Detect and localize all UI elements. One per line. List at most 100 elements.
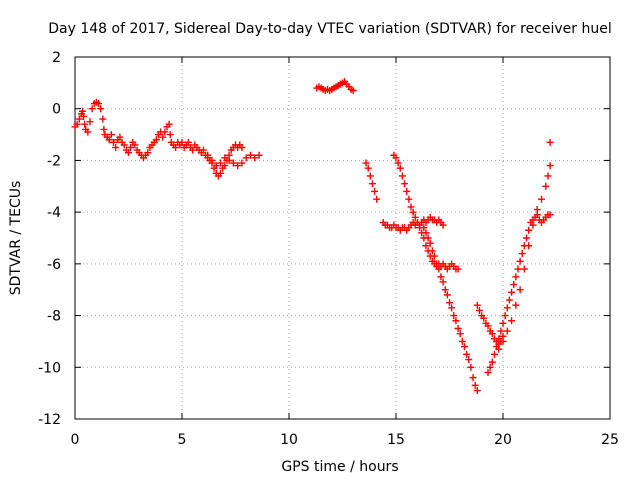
data-point [362, 159, 370, 167]
data-point [172, 144, 180, 151]
data-point [152, 136, 160, 144]
data-point [184, 138, 192, 146]
data-point [456, 330, 464, 338]
y-axis-label: SDTVAR / TECUs [8, 181, 24, 296]
data-point [495, 345, 503, 353]
y-tick-label: -6 [47, 257, 61, 273]
data-point [465, 356, 473, 364]
data-point [523, 234, 531, 242]
data-point [512, 301, 520, 309]
data-points [71, 78, 554, 395]
y-tick-label: -10 [38, 360, 61, 376]
data-point [499, 337, 507, 345]
data-point [428, 247, 436, 255]
data-point [217, 159, 225, 167]
data-point [454, 265, 462, 273]
data-point [446, 299, 453, 307]
data-point [503, 304, 511, 312]
x-tick-label: 15 [387, 432, 405, 448]
data-point [246, 151, 254, 159]
data-point [439, 278, 447, 286]
data-point [84, 128, 92, 136]
data-point [452, 317, 460, 325]
y-tick-label: 0 [52, 102, 61, 118]
data-point [512, 273, 520, 281]
data-point [469, 374, 477, 382]
y-tick-label: -4 [47, 205, 61, 221]
data-point [120, 141, 128, 149]
data-point [422, 242, 430, 250]
data-point [373, 195, 381, 203]
x-tick-label: 20 [494, 432, 512, 448]
data-point [508, 288, 516, 296]
data-point [208, 156, 216, 164]
data-point [411, 213, 419, 221]
data-point [349, 87, 357, 95]
data-point [486, 363, 494, 371]
data-point [165, 120, 173, 128]
data-point [546, 138, 554, 146]
data-point [100, 125, 108, 133]
data-point [424, 234, 432, 242]
x-tick-label: 0 [71, 432, 80, 448]
data-point [431, 252, 439, 260]
data-point [546, 211, 554, 219]
data-point [409, 208, 417, 216]
data-point [484, 322, 492, 330]
data-point [516, 286, 524, 294]
data-point [159, 133, 167, 141]
data-point [497, 327, 505, 335]
data-point [439, 221, 447, 229]
data-point [420, 224, 428, 232]
data-point [460, 343, 468, 351]
data-point [510, 281, 518, 289]
x-tick-label: 10 [280, 432, 298, 448]
data-point [189, 146, 197, 154]
data-point [441, 286, 449, 294]
data-point [204, 151, 212, 159]
data-point [505, 296, 513, 304]
data-point [86, 118, 94, 126]
data-point [229, 159, 237, 167]
data-point [426, 239, 434, 247]
data-point [403, 187, 411, 195]
data-point [546, 162, 554, 170]
data-point [516, 257, 524, 265]
data-point [508, 317, 516, 325]
data-point [471, 381, 479, 389]
data-point [443, 291, 451, 299]
data-point [95, 100, 103, 108]
data-point [251, 154, 259, 162]
data-point [396, 164, 404, 172]
data-point [73, 120, 81, 128]
y-tick-label: -8 [47, 309, 61, 325]
y-tick-label: -2 [47, 153, 61, 169]
data-point [454, 325, 462, 332]
data-point [199, 146, 207, 154]
data-point [366, 172, 374, 180]
data-point [488, 330, 496, 338]
data-point [520, 265, 528, 273]
data-point [529, 221, 537, 229]
data-point [392, 154, 400, 162]
data-point [131, 141, 139, 149]
data-point [368, 180, 376, 188]
data-point [544, 172, 552, 180]
data-point [499, 319, 507, 327]
x-axis-label: GPS time / hours [281, 459, 398, 475]
data-point [221, 162, 229, 170]
data-point [490, 350, 498, 358]
data-point [255, 151, 263, 159]
data-point [475, 306, 483, 314]
data-point [398, 172, 406, 180]
data-point [435, 265, 443, 273]
data-point [212, 162, 220, 170]
y-tick-label: 2 [52, 50, 61, 66]
data-point [525, 226, 533, 234]
data-point [125, 149, 132, 157]
data-point [110, 138, 118, 146]
data-point [105, 136, 113, 144]
data-point [75, 115, 83, 123]
